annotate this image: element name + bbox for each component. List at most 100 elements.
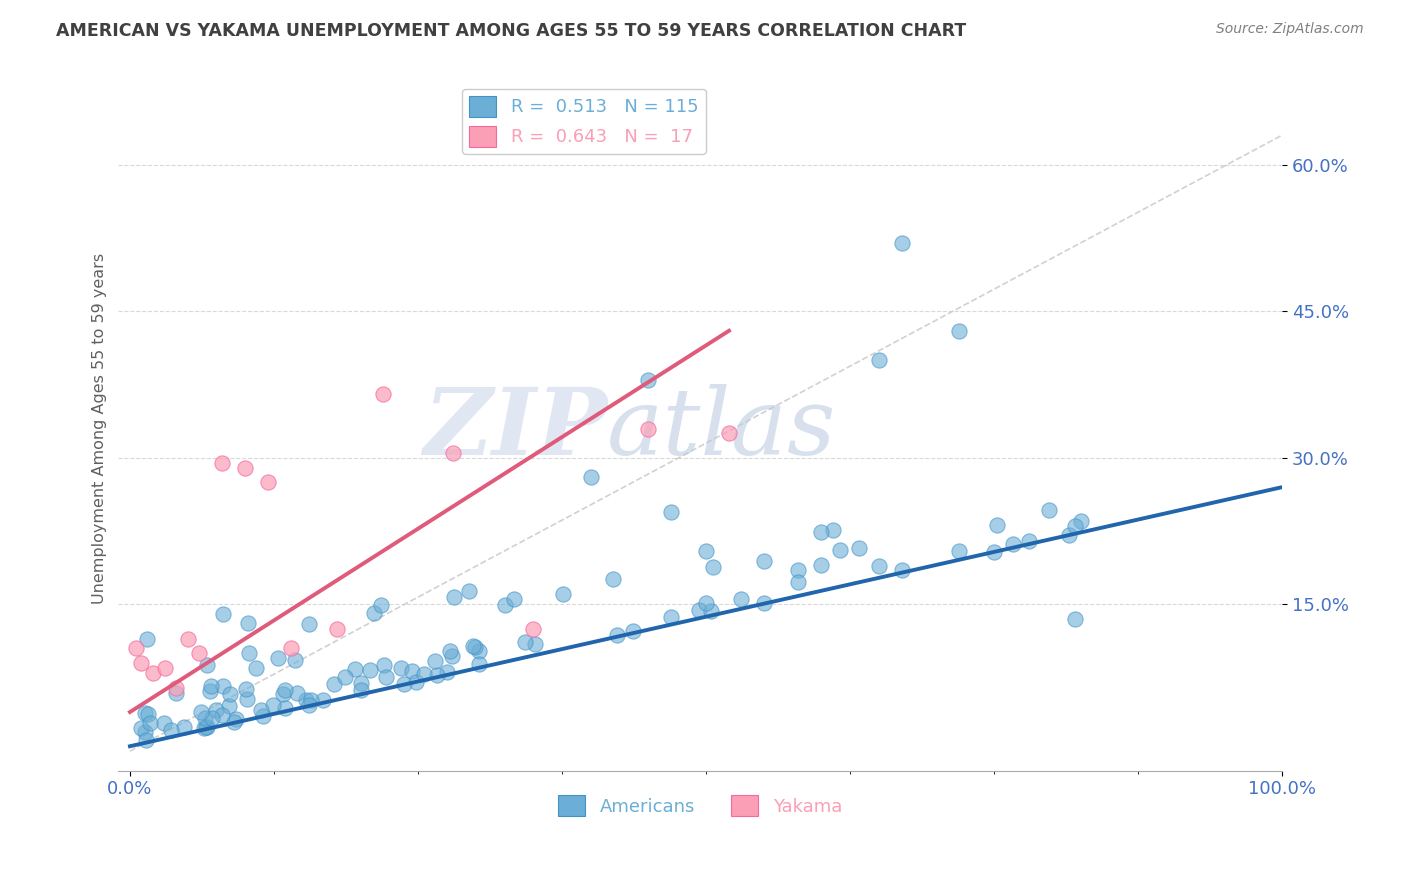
Point bbox=[695, 596, 717, 610]
Point bbox=[821, 523, 844, 537]
Point bbox=[659, 610, 682, 624]
Point bbox=[139, 715, 162, 730]
Point bbox=[868, 558, 890, 573]
Point bbox=[152, 715, 174, 730]
Point bbox=[579, 470, 602, 484]
Point bbox=[458, 583, 481, 598]
Point bbox=[350, 676, 373, 690]
Point bbox=[637, 373, 659, 387]
Point bbox=[135, 732, 157, 747]
Point bbox=[350, 683, 373, 698]
Point bbox=[787, 574, 810, 589]
Point bbox=[257, 475, 280, 490]
Point bbox=[1070, 514, 1092, 528]
Point bbox=[412, 667, 434, 681]
Point bbox=[948, 544, 970, 558]
Point bbox=[810, 558, 832, 573]
Point bbox=[717, 426, 740, 441]
Point bbox=[165, 681, 187, 695]
Point bbox=[1038, 503, 1060, 517]
Point bbox=[730, 591, 752, 606]
Text: Source: ZipAtlas.com: Source: ZipAtlas.com bbox=[1216, 22, 1364, 37]
Point bbox=[200, 679, 222, 693]
Point bbox=[1063, 519, 1085, 533]
Point bbox=[392, 677, 415, 691]
Point bbox=[267, 651, 290, 665]
Point bbox=[1002, 537, 1025, 551]
Point bbox=[344, 662, 367, 676]
Legend: Americans, Yakama: Americans, Yakama bbox=[551, 788, 849, 823]
Text: AMERICAN VS YAKAMA UNEMPLOYMENT AMONG AGES 55 TO 59 YEARS CORRELATION CHART: AMERICAN VS YAKAMA UNEMPLOYMENT AMONG AG… bbox=[56, 22, 966, 40]
Point bbox=[274, 683, 297, 698]
Point bbox=[688, 603, 710, 617]
Point bbox=[405, 674, 427, 689]
Point bbox=[948, 324, 970, 338]
Point bbox=[235, 692, 257, 706]
Point bbox=[810, 524, 832, 539]
Point bbox=[468, 644, 491, 658]
Point bbox=[463, 639, 485, 653]
Point bbox=[1018, 533, 1040, 548]
Point bbox=[238, 615, 260, 630]
Point bbox=[176, 632, 198, 646]
Point bbox=[374, 670, 396, 684]
Point bbox=[298, 698, 321, 712]
Point bbox=[233, 460, 256, 475]
Point bbox=[312, 693, 335, 707]
Point bbox=[262, 698, 284, 712]
Point bbox=[211, 456, 233, 470]
Point bbox=[218, 698, 240, 713]
Point bbox=[212, 679, 235, 693]
Point bbox=[134, 724, 156, 739]
Point bbox=[606, 628, 628, 642]
Point bbox=[986, 518, 1008, 533]
Point bbox=[165, 686, 187, 700]
Point bbox=[661, 505, 683, 519]
Point bbox=[173, 720, 195, 734]
Point bbox=[160, 723, 183, 738]
Point bbox=[235, 681, 257, 696]
Point bbox=[373, 657, 395, 672]
Point bbox=[426, 668, 449, 682]
Point bbox=[621, 624, 644, 639]
Point bbox=[195, 720, 218, 734]
Point bbox=[441, 446, 464, 460]
Point bbox=[284, 653, 307, 667]
Point bbox=[138, 706, 160, 721]
Point bbox=[436, 665, 458, 679]
Point bbox=[285, 686, 308, 700]
Point bbox=[702, 559, 724, 574]
Point bbox=[245, 661, 267, 675]
Point bbox=[1057, 528, 1080, 542]
Point bbox=[468, 657, 491, 671]
Point bbox=[443, 590, 465, 604]
Point bbox=[201, 711, 224, 725]
Point bbox=[252, 709, 274, 723]
Point bbox=[323, 677, 346, 691]
Point bbox=[190, 706, 212, 720]
Point bbox=[211, 707, 233, 722]
Point bbox=[890, 235, 912, 250]
Point bbox=[695, 543, 717, 558]
Point bbox=[333, 670, 356, 684]
Point bbox=[195, 720, 218, 734]
Point bbox=[131, 656, 153, 670]
Point bbox=[495, 598, 517, 612]
Point bbox=[551, 587, 574, 601]
Point bbox=[193, 721, 215, 735]
Point bbox=[195, 658, 218, 673]
Point bbox=[295, 693, 318, 707]
Point bbox=[205, 703, 228, 717]
Point bbox=[983, 545, 1005, 559]
Point bbox=[440, 648, 463, 663]
Point bbox=[198, 683, 221, 698]
Point bbox=[219, 687, 242, 701]
Point bbox=[502, 592, 524, 607]
Point bbox=[868, 353, 890, 368]
Point bbox=[134, 706, 156, 721]
Point bbox=[1063, 612, 1085, 626]
Point bbox=[602, 572, 624, 586]
Y-axis label: Unemployment Among Ages 55 to 59 years: Unemployment Among Ages 55 to 59 years bbox=[93, 253, 107, 604]
Point bbox=[153, 661, 176, 675]
Point bbox=[373, 387, 395, 401]
